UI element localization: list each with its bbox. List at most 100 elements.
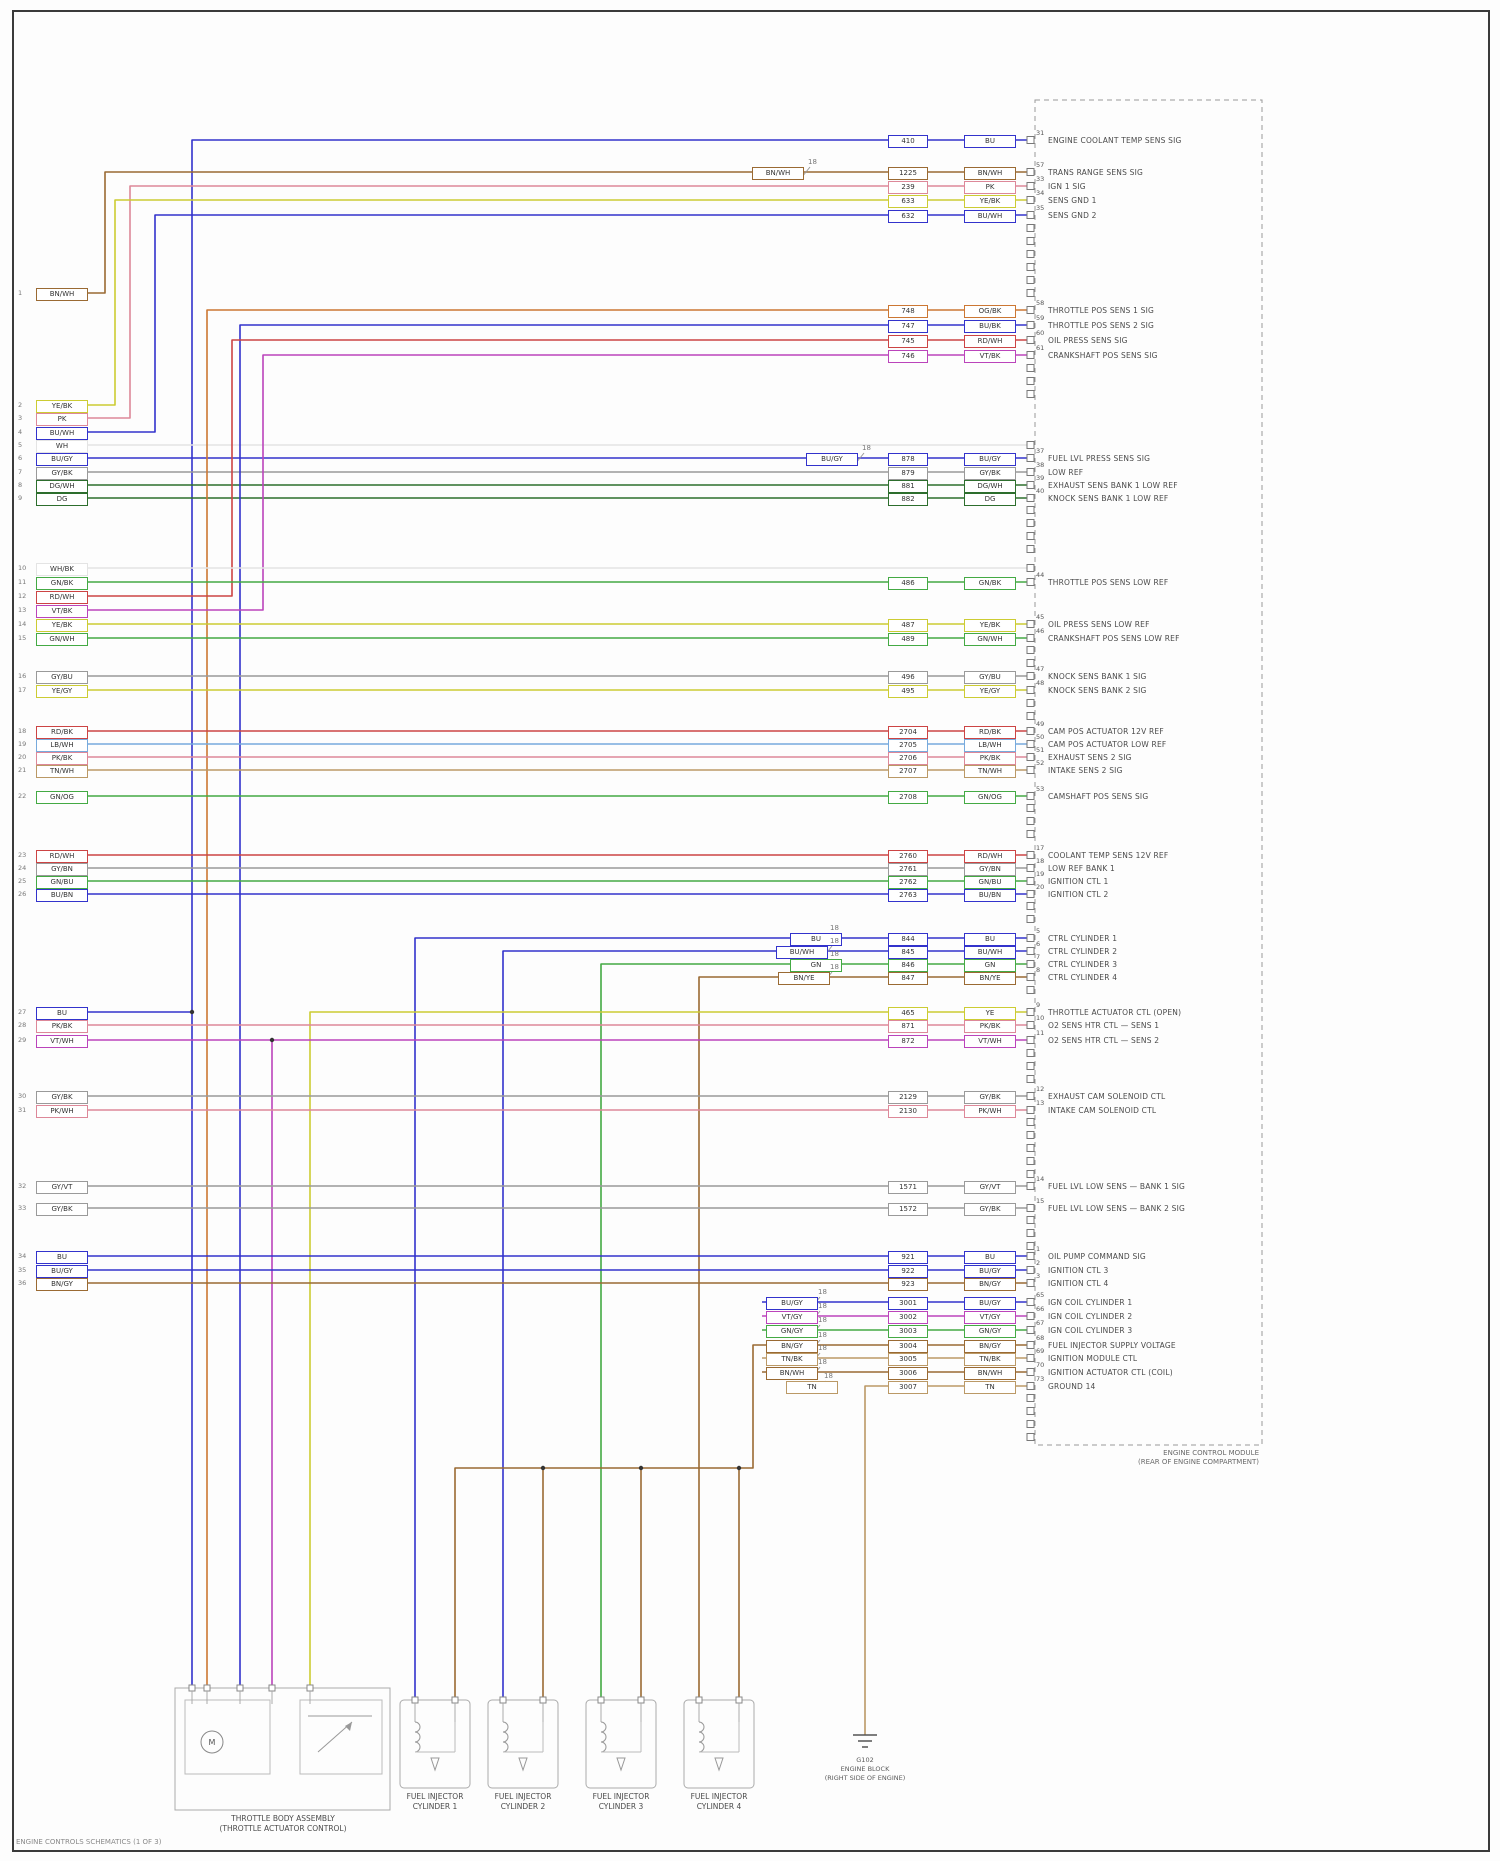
offpage-ref-number: 21 — [18, 766, 27, 774]
wire-circuit-label: 882 — [888, 492, 928, 506]
inline-wire-label: BN/GY — [766, 1339, 818, 1353]
wire-color-label: GN — [964, 958, 1016, 972]
pin-function-label: GROUND 14 — [1048, 1382, 1096, 1391]
wire-circuit-label: 3002 — [888, 1310, 928, 1324]
wire-circuit-label: 3001 — [888, 1296, 928, 1310]
offpage-wire-label: YE/BK — [36, 399, 88, 413]
offpage-ref-number: 9 — [18, 494, 23, 502]
wire — [239, 324, 1030, 1688]
wire-color-label: PK/BK — [964, 751, 1016, 765]
inline-wire-label: BU — [790, 932, 842, 946]
wire — [82, 171, 1030, 294]
wire-gauge-label: 18 — [818, 1344, 827, 1352]
wire — [454, 1344, 1030, 1700]
wire-color-label: PK/WH — [964, 1104, 1016, 1118]
throttle-body-label-line-1: THROTTLE BODY ASSEMBLY — [231, 1814, 335, 1823]
wire-circuit-label: 845 — [888, 945, 928, 959]
ecm-pin — [1026, 1242, 1035, 1250]
inline-wire-label: BN/YE — [778, 971, 830, 985]
offpage-wire-label: GY/BN — [36, 862, 88, 876]
throttle-body-inner-box — [184, 1699, 271, 1775]
wire — [191, 139, 1030, 1688]
wire-circuit-label: 922 — [888, 1264, 928, 1278]
ecm-pin — [1026, 804, 1035, 812]
inline-wire-label: BN/WH — [766, 1366, 818, 1380]
wire-circuit-label: 2705 — [888, 738, 928, 752]
ecm-pin — [1026, 986, 1035, 994]
wire-color-label: VT/GY — [964, 1310, 1016, 1324]
ecm-pin — [1026, 377, 1035, 385]
ecm-pin — [1026, 830, 1035, 838]
offpage-wire-label: GN/BU — [36, 875, 88, 889]
pin-number: 5 — [1036, 927, 1041, 935]
wire-gauge-label: 18 — [830, 950, 839, 958]
ecm-pin — [1026, 973, 1035, 981]
ecm-pin — [1026, 237, 1035, 245]
offpage-ref-number: 13 — [18, 606, 27, 614]
ecm-pin — [1026, 646, 1035, 654]
ecm-pin — [1026, 1382, 1035, 1390]
ecm-pin — [1026, 351, 1035, 359]
wire-color-label: RD/WH — [964, 334, 1016, 348]
offpage-ref-number: 11 — [18, 578, 27, 586]
ecm-pin — [1026, 1229, 1035, 1237]
pin-function-label: ENGINE COOLANT TEMP SENS SIG — [1048, 136, 1182, 145]
splice-dot — [540, 1465, 546, 1471]
pin-function-label: FUEL LVL LOW SENS — BANK 2 SIG — [1048, 1204, 1186, 1213]
ecm-pin — [1026, 1368, 1035, 1376]
wire-color-label: TN/WH — [964, 764, 1016, 778]
offpage-wire-label: YE/GY — [36, 684, 88, 698]
ground-location-line-1: ENGINE BLOCK — [840, 1765, 890, 1773]
offpage-ref-number: 30 — [18, 1092, 27, 1100]
pin-number: 47 — [1036, 665, 1045, 673]
pin-function-label: FUEL INJECTOR SUPPLY VOLTAGE — [1048, 1341, 1176, 1350]
ecm-pin — [1026, 1420, 1035, 1428]
pin-function-label: IGNITION ACTUATOR CTL (COIL) — [1048, 1368, 1173, 1377]
injector-box — [683, 1699, 755, 1789]
ecm-pin — [1026, 1144, 1035, 1152]
wire-circuit-label: 489 — [888, 632, 928, 646]
pin-number: 15 — [1036, 1197, 1045, 1205]
offpage-ref-number: 14 — [18, 620, 27, 628]
injector-label-line-1: FUEL INJECTOR — [494, 1792, 552, 1801]
ground-id: G102 — [856, 1756, 874, 1764]
pin-function-label: FUEL LVL LOW SENS — BANK 1 SIG — [1048, 1182, 1186, 1191]
offpage-wire-label: BU/WH — [36, 426, 88, 440]
offpage-ref-number: 29 — [18, 1036, 27, 1044]
wire-circuit-label: 496 — [888, 670, 928, 684]
offpage-wire-label: DG — [36, 492, 88, 506]
pin-number: 13 — [1036, 1099, 1045, 1107]
ecm-pin — [1026, 532, 1035, 540]
wire-color-label: GN/WH — [964, 632, 1016, 646]
wire-circuit-label: 633 — [888, 194, 928, 208]
pin-number: 3 — [1036, 1272, 1041, 1280]
pin-function-label: IGN COIL CYLINDER 3 — [1048, 1326, 1133, 1335]
ecm-pin — [1026, 699, 1035, 707]
injector-nozzle-symbol — [430, 1757, 440, 1772]
pin-number: 58 — [1036, 299, 1045, 307]
pin-number: 61 — [1036, 344, 1045, 352]
offpage-wire-label: BU/GY — [36, 452, 88, 466]
ecm-pin — [1026, 1354, 1035, 1362]
wire — [309, 1011, 1030, 1688]
ecm-pin — [1026, 1106, 1035, 1114]
pin-function-label: IGNITION CTL 1 — [1048, 877, 1109, 886]
offpage-wire-label: GY/BK — [36, 1090, 88, 1104]
wire-circuit-label: 1571 — [888, 1180, 928, 1194]
wire-gauge-label: 18 — [818, 1302, 827, 1310]
wire-circuit-label: 465 — [888, 1006, 928, 1020]
ecm-pin — [1026, 1092, 1035, 1100]
wire-circuit-label: 879 — [888, 466, 928, 480]
wire-circuit-label: 3003 — [888, 1324, 928, 1338]
pin-function-label: IGNITION CTL 3 — [1048, 1266, 1109, 1275]
injector-box — [585, 1699, 657, 1789]
ecm-pin — [1026, 1216, 1035, 1224]
pin-number: 34 — [1036, 189, 1045, 197]
wire-color-label: BU/BN — [964, 888, 1016, 902]
pin-number: 19 — [1036, 870, 1045, 878]
pin-function-label: CAMSHAFT POS SENS SIG — [1048, 792, 1149, 801]
offpage-ref-number: 7 — [18, 468, 23, 476]
wire-circuit-label: 923 — [888, 1277, 928, 1291]
ecm-pin — [1026, 224, 1035, 232]
pin-function-label: TRANS RANGE SENS SIG — [1048, 168, 1143, 177]
